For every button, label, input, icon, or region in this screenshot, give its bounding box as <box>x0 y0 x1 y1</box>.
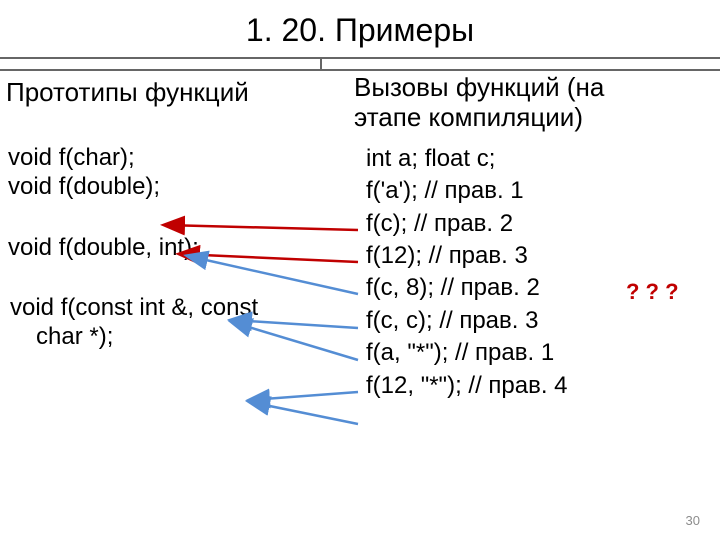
calls-header: Вызовы функций (на этапе компиляции) <box>336 73 714 133</box>
proto-line: void f(const int &, const <box>8 294 336 323</box>
header-divider <box>0 57 720 71</box>
question-mark: ? ? ? <box>626 279 679 305</box>
proto-line: void f(char); <box>6 144 336 173</box>
call-line: f(c); // прав. 2 <box>366 208 714 240</box>
call-line: f(12); // прав. 3 <box>366 240 714 272</box>
slide-number: 30 <box>686 513 700 528</box>
proto-line: char *); <box>8 323 336 352</box>
proto-line: void f(double, int); <box>6 234 336 263</box>
slide-title: 1. 20. Примеры <box>0 12 720 49</box>
call-line: int a; float c; <box>366 143 714 175</box>
call-line: f(a, "*"); // прав. 1 <box>366 337 714 369</box>
call-line: f('a'); // прав. 1 <box>366 175 714 207</box>
proto-line: void f(double); <box>6 173 336 202</box>
prototypes-header: Прототипы функций <box>6 77 336 108</box>
call-line: f(c, c); // прав. 3 <box>366 305 714 337</box>
call-line: f(12, "*"); // прав. 4 <box>366 370 714 402</box>
